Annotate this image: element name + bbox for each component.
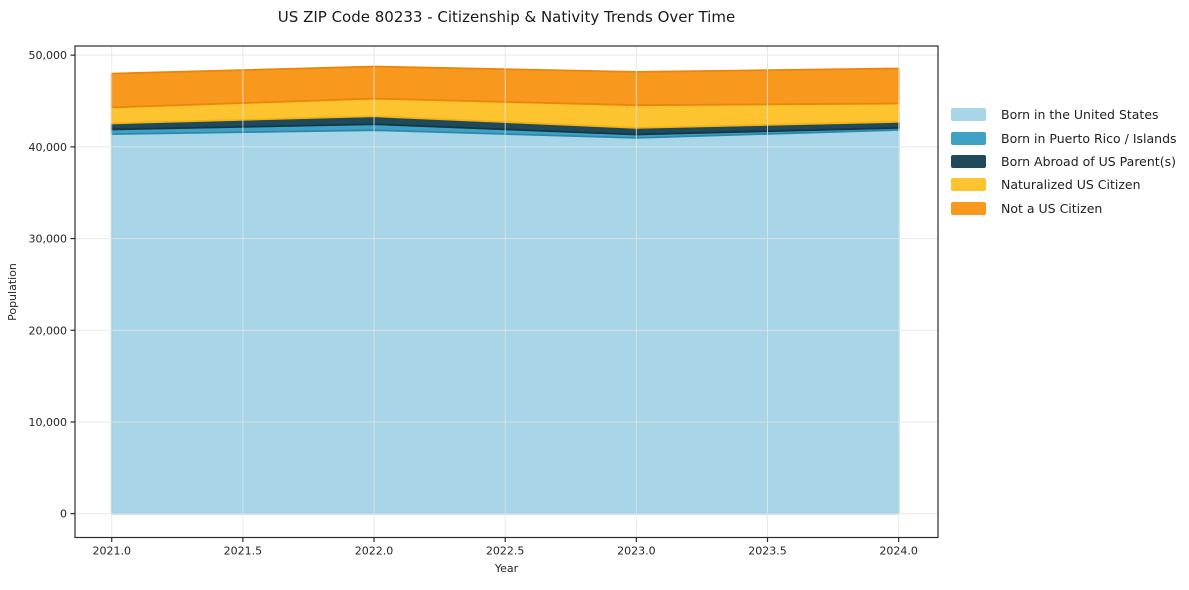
plot-border: [74, 45, 939, 539]
legend-swatch-not-citizen: [951, 201, 986, 215]
legend-item-naturalized: Naturalized US Citizen: [951, 173, 1177, 196]
y-tick-label: 40,000: [29, 141, 68, 154]
legend-item-puerto-rico: Born in Puerto Rico / Islands: [951, 126, 1177, 149]
legend-label: Born in Puerto Rico / Islands: [1001, 130, 1177, 146]
x-tick-label: 2023.0: [617, 545, 656, 558]
y-tick-label: 30,000: [29, 233, 68, 246]
legend-label: Born in the United States: [1001, 107, 1159, 123]
legend-swatch-born-abroad: [951, 154, 986, 168]
y-axis-label: Population: [6, 263, 19, 321]
x-tick-label: 2022.0: [355, 545, 394, 558]
x-tick-label: 2021.5: [224, 545, 263, 558]
x-axis-label: Year: [494, 562, 519, 575]
legend: Born in the United States Born in Puerto…: [951, 103, 1177, 220]
legend-swatch-born-in-us: [951, 108, 986, 122]
y-tick-label: 0: [60, 508, 67, 521]
chart-title: US ZIP Code 80233 - Citizenship & Nativi…: [277, 8, 736, 26]
x-tick-label: 2024.0: [879, 545, 918, 558]
y-tick-label: 10,000: [29, 416, 68, 429]
legend-label: Naturalized US Citizen: [1001, 177, 1141, 193]
legend-label: Not a US Citizen: [1001, 200, 1103, 216]
legend-item-not-citizen: Not a US Citizen: [951, 197, 1177, 220]
legend-swatch-naturalized: [951, 178, 986, 192]
x-tick-label: 2022.5: [486, 545, 525, 558]
legend-label: Born Abroad of US Parent(s): [1001, 153, 1176, 169]
legend-item-born-in-us: Born in the United States: [951, 103, 1177, 126]
y-tick-label: 50,000: [29, 49, 68, 62]
x-tick-label: 2023.5: [748, 545, 787, 558]
y-tick-label: 20,000: [29, 324, 68, 337]
x-tick-label: 2021.0: [92, 545, 131, 558]
legend-item-born-abroad: Born Abroad of US Parent(s): [951, 150, 1177, 173]
legend-swatch-puerto-rico: [951, 131, 986, 145]
